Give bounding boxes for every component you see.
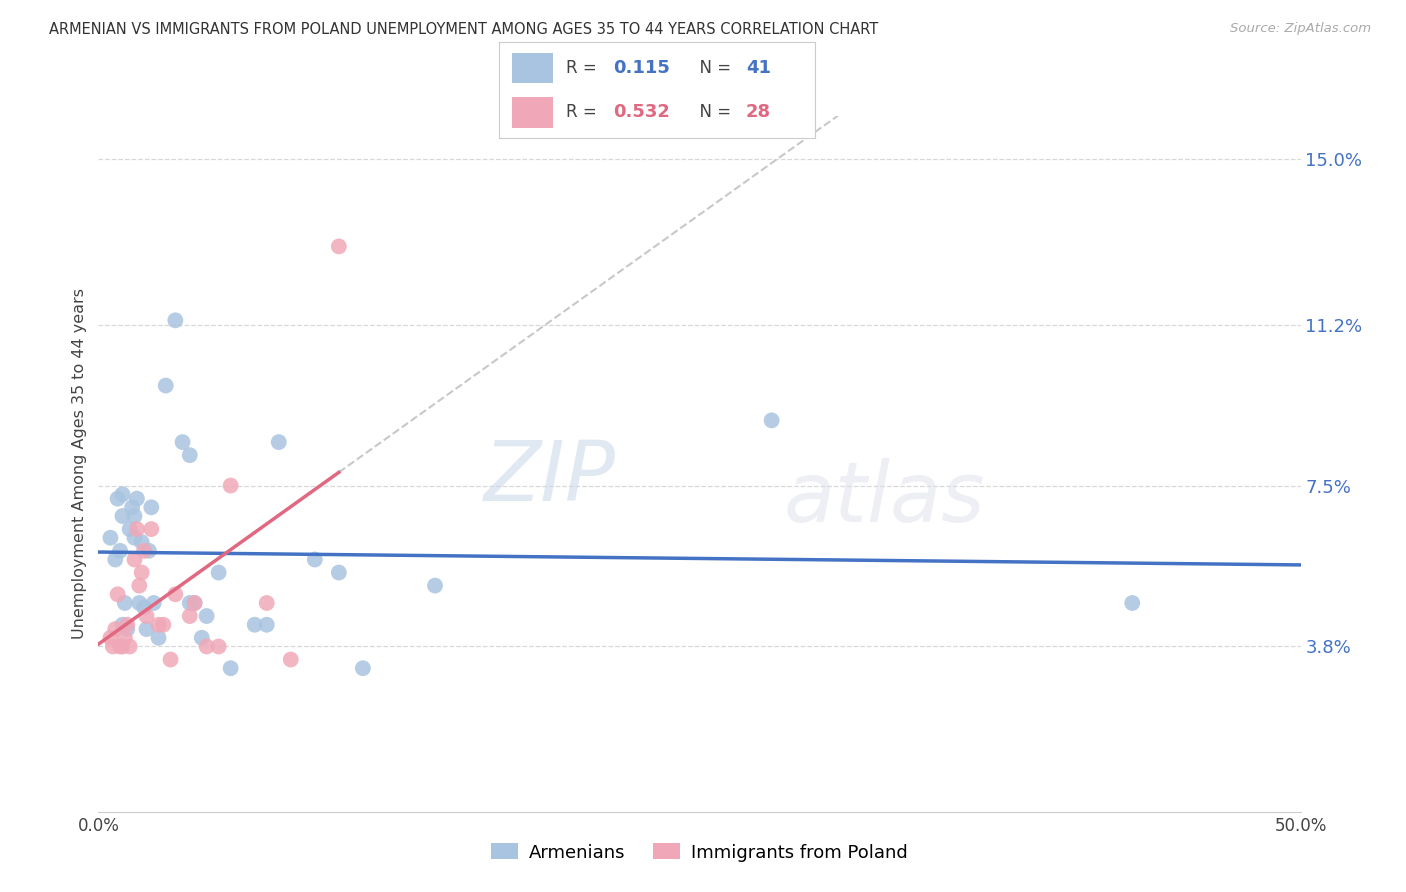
- Point: [100, 631, 122, 645]
- Point: [114, 596, 136, 610]
- Point: [328, 239, 350, 253]
- Point: [100, 531, 122, 545]
- Point: [141, 522, 163, 536]
- Legend: Armenians, Immigrants from Poland: Armenians, Immigrants from Poland: [484, 836, 915, 869]
- Point: [128, 579, 150, 593]
- Text: N =: N =: [689, 59, 737, 77]
- Point: [183, 596, 205, 610]
- Point: [107, 587, 129, 601]
- Point: [131, 566, 153, 580]
- Point: [183, 596, 205, 610]
- Point: [108, 544, 131, 558]
- Point: [121, 500, 143, 515]
- Point: [195, 640, 218, 654]
- Point: [328, 566, 350, 580]
- Text: ZIP: ZIP: [484, 437, 616, 518]
- Y-axis label: Unemployment Among Ages 35 to 44 years: Unemployment Among Ages 35 to 44 years: [72, 288, 87, 640]
- Point: [423, 579, 446, 593]
- Point: [148, 617, 170, 632]
- Point: [118, 640, 141, 654]
- Point: [172, 435, 194, 450]
- Point: [128, 596, 150, 610]
- Point: [131, 535, 153, 549]
- Point: [117, 617, 139, 632]
- Point: [179, 609, 201, 624]
- Point: [1121, 596, 1143, 610]
- Point: [101, 640, 124, 654]
- Point: [165, 313, 187, 327]
- Point: [155, 378, 177, 392]
- Point: [124, 508, 146, 523]
- Point: [152, 617, 174, 632]
- Point: [135, 622, 157, 636]
- Point: [124, 552, 146, 566]
- Text: ARMENIAN VS IMMIGRANTS FROM POLAND UNEMPLOYMENT AMONG AGES 35 TO 44 YEARS CORREL: ARMENIAN VS IMMIGRANTS FROM POLAND UNEMP…: [49, 22, 879, 37]
- Point: [267, 435, 290, 450]
- Point: [111, 508, 134, 523]
- Point: [179, 448, 201, 462]
- Bar: [512, 53, 553, 83]
- Point: [148, 631, 170, 645]
- Point: [142, 596, 165, 610]
- Text: atlas: atlas: [783, 458, 986, 539]
- Point: [124, 531, 146, 545]
- Point: [256, 596, 278, 610]
- Bar: [512, 97, 553, 128]
- Point: [191, 631, 214, 645]
- Point: [117, 622, 139, 636]
- Point: [104, 622, 127, 636]
- Point: [208, 640, 231, 654]
- Point: [125, 491, 148, 506]
- Point: [761, 413, 783, 427]
- Point: [304, 552, 326, 566]
- Point: [165, 587, 187, 601]
- Point: [132, 544, 155, 558]
- Point: [141, 500, 163, 515]
- Point: [243, 617, 266, 632]
- Point: [111, 617, 134, 632]
- Point: [108, 640, 131, 654]
- Text: 28: 28: [745, 103, 770, 121]
- Point: [219, 661, 242, 675]
- Point: [104, 552, 127, 566]
- Point: [138, 544, 160, 558]
- Point: [352, 661, 374, 675]
- Point: [135, 609, 157, 624]
- Point: [118, 522, 141, 536]
- Point: [219, 478, 242, 492]
- Point: [111, 487, 134, 501]
- Text: 0.532: 0.532: [613, 103, 669, 121]
- Point: [208, 566, 231, 580]
- Text: R =: R =: [565, 103, 602, 121]
- Text: 41: 41: [745, 59, 770, 77]
- Text: R =: R =: [565, 59, 602, 77]
- Point: [195, 609, 218, 624]
- Point: [256, 617, 278, 632]
- Text: Source: ZipAtlas.com: Source: ZipAtlas.com: [1230, 22, 1371, 36]
- Point: [179, 596, 201, 610]
- Text: N =: N =: [689, 103, 737, 121]
- Point: [114, 631, 136, 645]
- Point: [159, 652, 181, 666]
- Point: [111, 640, 134, 654]
- Text: 0.115: 0.115: [613, 59, 669, 77]
- Point: [132, 600, 155, 615]
- Point: [280, 652, 302, 666]
- Point: [125, 522, 148, 536]
- Point: [107, 491, 129, 506]
